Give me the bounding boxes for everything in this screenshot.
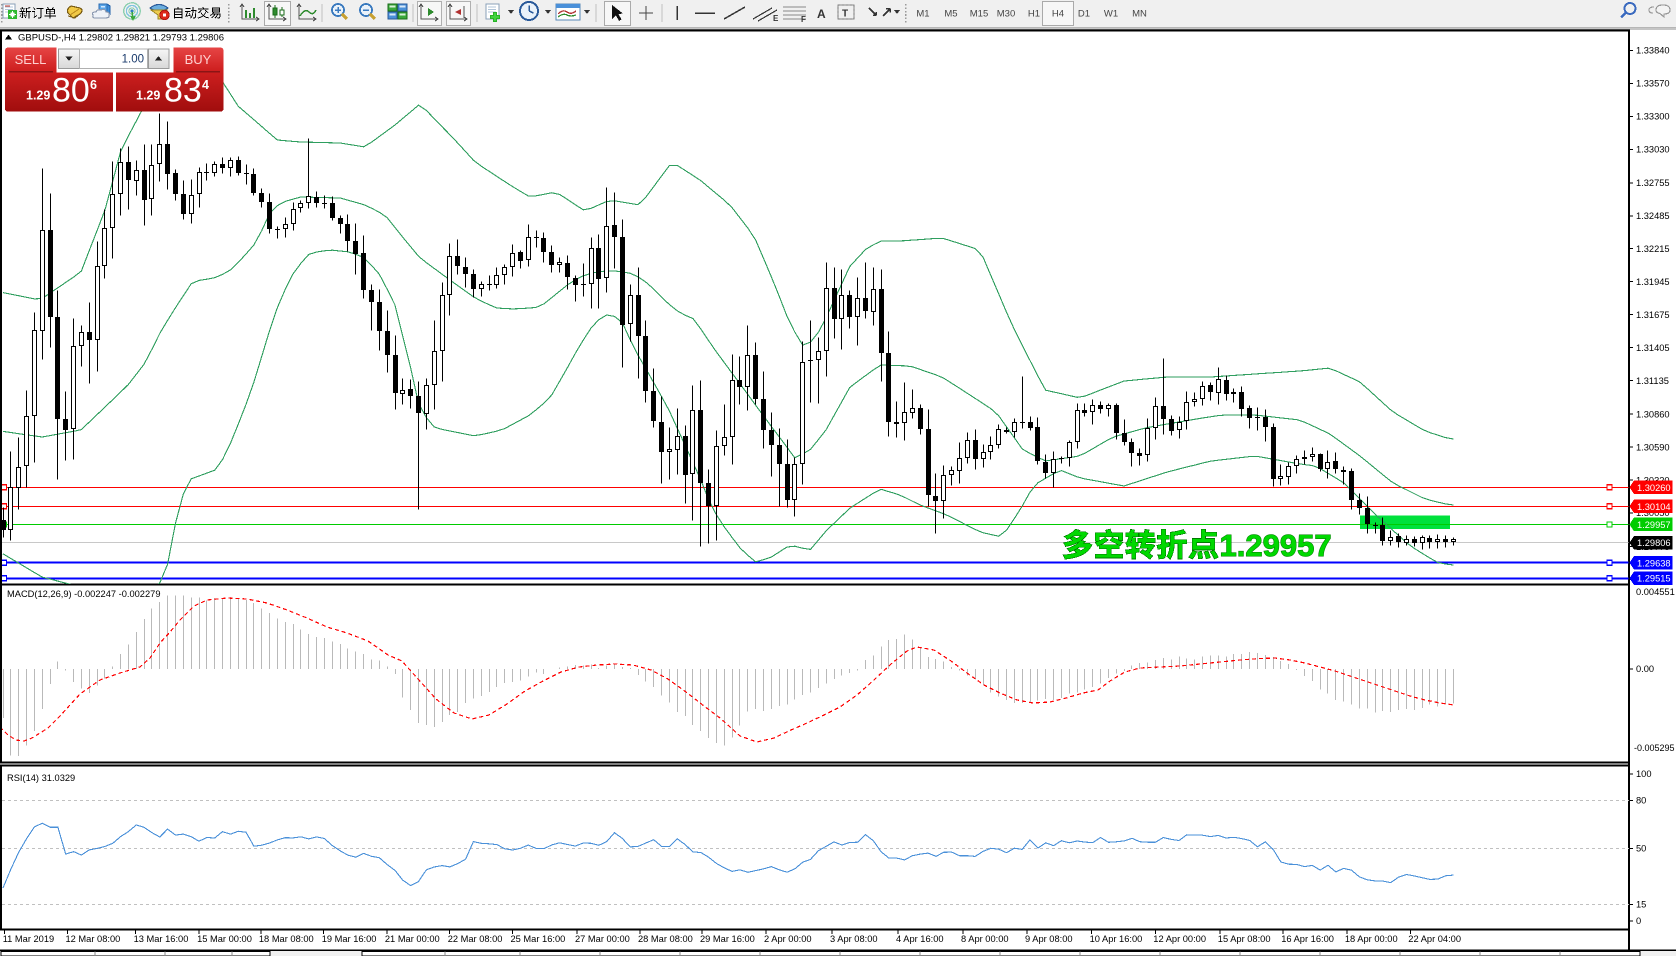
svg-text:SELL: SELL — [15, 52, 47, 67]
svg-text:29 Mar 16:00: 29 Mar 16:00 — [700, 934, 755, 944]
svg-text:80: 80 — [1636, 796, 1646, 806]
svg-text:11 Mar 2019: 11 Mar 2019 — [3, 934, 55, 944]
svg-text:0.004551: 0.004551 — [1636, 587, 1675, 597]
svg-text:1.29515: 1.29515 — [1637, 574, 1671, 584]
svg-text:M30: M30 — [997, 9, 1015, 20]
svg-text:9 Apr 08:00: 9 Apr 08:00 — [1025, 934, 1073, 944]
svg-text:15: 15 — [1636, 900, 1646, 910]
svg-text:1.32485: 1.32485 — [1636, 211, 1670, 221]
svg-text:12 Mar 08:00: 12 Mar 08:00 — [66, 934, 121, 944]
svg-text:1.32755: 1.32755 — [1636, 178, 1670, 188]
svg-text:1.29: 1.29 — [26, 89, 50, 103]
svg-text:8 Apr 00:00: 8 Apr 00:00 — [961, 934, 1009, 944]
svg-text:18 Apr 00:00: 18 Apr 00:00 — [1345, 934, 1398, 944]
svg-text:25 Mar 16:00: 25 Mar 16:00 — [511, 934, 566, 944]
svg-text:21 Mar 00:00: 21 Mar 00:00 — [385, 934, 440, 944]
svg-text:15 Apr 08:00: 15 Apr 08:00 — [1218, 934, 1271, 944]
svg-text:1.30260: 1.30260 — [1637, 483, 1671, 493]
svg-text:1.32215: 1.32215 — [1636, 244, 1670, 254]
svg-text:1.31135: 1.31135 — [1636, 376, 1669, 386]
svg-text:0: 0 — [1636, 916, 1641, 926]
svg-text:4 Apr 16:00: 4 Apr 16:00 — [896, 934, 944, 944]
svg-text:2 Apr 00:00: 2 Apr 00:00 — [764, 934, 812, 944]
svg-text:MACD(12,26,9) -0.002247 -0.002: MACD(12,26,9) -0.002247 -0.002279 — [7, 589, 161, 599]
svg-text:1.29806: 1.29806 — [1637, 538, 1671, 548]
svg-text:1.31405: 1.31405 — [1636, 343, 1670, 353]
svg-text:19 Mar 16:00: 19 Mar 16:00 — [322, 934, 377, 944]
svg-text:80: 80 — [52, 72, 90, 110]
svg-text:H4: H4 — [1052, 9, 1064, 20]
svg-text:1.30320: 1.30320 — [1636, 475, 1670, 485]
svg-text:-0.005295: -0.005295 — [1634, 743, 1675, 753]
svg-text:10 Apr 16:00: 10 Apr 16:00 — [1090, 934, 1143, 944]
svg-text:1.30590: 1.30590 — [1636, 442, 1670, 452]
svg-text:D1: D1 — [1078, 9, 1090, 20]
svg-text:18 Mar 08:00: 18 Mar 08:00 — [259, 934, 314, 944]
svg-text:22 Mar 08:00: 22 Mar 08:00 — [448, 934, 503, 944]
svg-text:1.29638: 1.29638 — [1637, 558, 1671, 568]
svg-text:A: A — [817, 7, 826, 21]
svg-text:BUY: BUY — [185, 52, 212, 67]
svg-text:83: 83 — [164, 72, 202, 110]
svg-text:H1: H1 — [1028, 9, 1040, 20]
svg-text:F: F — [801, 15, 806, 24]
svg-text:100: 100 — [1636, 769, 1652, 779]
svg-text:1.31675: 1.31675 — [1636, 310, 1670, 320]
svg-text:1.29957: 1.29957 — [1637, 520, 1671, 530]
svg-text:M5: M5 — [944, 9, 957, 20]
svg-text:1.30050: 1.30050 — [1636, 508, 1670, 518]
svg-text:1.29: 1.29 — [136, 89, 160, 103]
svg-text:1.33840: 1.33840 — [1636, 46, 1670, 56]
svg-text:12 Apr 00:00: 12 Apr 00:00 — [1153, 934, 1206, 944]
svg-text:13 Mar 16:00: 13 Mar 16:00 — [134, 934, 189, 944]
svg-text:0.00: 0.00 — [1636, 664, 1654, 674]
svg-text:T: T — [842, 9, 848, 20]
svg-text:1.33300: 1.33300 — [1636, 112, 1670, 122]
svg-text:MN: MN — [1132, 9, 1147, 20]
svg-text:1.29957: 1.29957 — [1220, 528, 1332, 563]
svg-text:1.30860: 1.30860 — [1636, 409, 1670, 419]
svg-text:22 Apr 04:00: 22 Apr 04:00 — [1408, 934, 1461, 944]
svg-text:M1: M1 — [916, 9, 929, 20]
svg-text:RSI(14) 31.0329: RSI(14) 31.0329 — [7, 773, 75, 783]
svg-text:4: 4 — [202, 78, 209, 92]
svg-text:28 Mar 08:00: 28 Mar 08:00 — [638, 934, 693, 944]
svg-text:1.33570: 1.33570 — [1636, 79, 1670, 89]
svg-text:1.31945: 1.31945 — [1636, 277, 1670, 287]
svg-text:1.33030: 1.33030 — [1636, 145, 1670, 155]
svg-text:1.00: 1.00 — [122, 54, 144, 66]
svg-text:50: 50 — [1636, 844, 1646, 854]
svg-text:E: E — [773, 14, 779, 23]
svg-text:6: 6 — [90, 78, 97, 92]
svg-text:3 Apr 08:00: 3 Apr 08:00 — [830, 934, 878, 944]
svg-text:15 Mar 00:00: 15 Mar 00:00 — [197, 934, 252, 944]
svg-text:27 Mar 00:00: 27 Mar 00:00 — [575, 934, 630, 944]
svg-text:16 Apr 16:00: 16 Apr 16:00 — [1281, 934, 1334, 944]
svg-text:GBPUSD-,H4 1.29802 1.29821 1.: GBPUSD-,H4 1.29802 1.29821 1.29793 1.298… — [18, 33, 224, 44]
svg-text:1.30104: 1.30104 — [1637, 502, 1671, 512]
svg-text:M15: M15 — [970, 9, 988, 20]
svg-text:W1: W1 — [1104, 9, 1118, 20]
